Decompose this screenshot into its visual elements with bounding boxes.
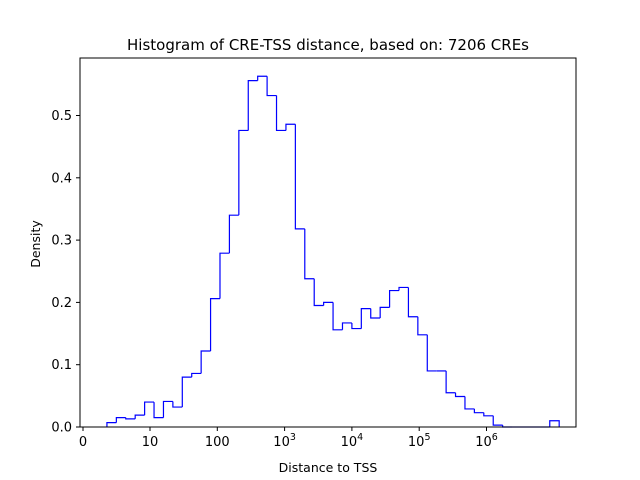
plot-frame bbox=[79, 57, 577, 428]
histogram-bin bbox=[304, 228, 315, 280]
histogram-bin bbox=[285, 123, 296, 131]
histogram-bin bbox=[370, 308, 381, 319]
histogram-bin bbox=[144, 401, 155, 416]
y-tick-label: 0.2 bbox=[51, 296, 72, 311]
histogram-bin bbox=[257, 75, 268, 81]
histogram-bin bbox=[341, 322, 352, 330]
histogram-bin bbox=[247, 80, 258, 131]
marks-layer bbox=[106, 75, 560, 428]
histogram-bin bbox=[153, 402, 164, 419]
histogram-bin bbox=[115, 417, 126, 423]
y-tick-label: 0.1 bbox=[51, 358, 72, 373]
y-axis-label: Density bbox=[28, 220, 43, 268]
x-tick-label: 0 bbox=[79, 435, 87, 450]
histogram-bin bbox=[238, 129, 249, 216]
histogram-bin bbox=[191, 372, 202, 378]
chart-title: Histogram of CRE-TSS distance, based on:… bbox=[127, 36, 529, 54]
histogram-bin bbox=[134, 414, 145, 419]
histogram-bin bbox=[162, 400, 173, 418]
histogram-bin bbox=[473, 408, 484, 414]
histogram-bin bbox=[209, 298, 220, 351]
histogram-bin bbox=[492, 415, 503, 426]
histogram-bin bbox=[266, 76, 277, 97]
histogram-bin bbox=[313, 278, 324, 307]
histogram-bin bbox=[445, 370, 456, 394]
histogram-bin bbox=[464, 396, 475, 410]
x-tick-label: 105 bbox=[408, 432, 431, 450]
x-tick-label: 106 bbox=[475, 432, 498, 450]
histogram-bin bbox=[332, 302, 343, 331]
histogram-bin bbox=[379, 306, 390, 318]
histogram-bin bbox=[125, 417, 136, 420]
histogram-bin bbox=[388, 289, 400, 308]
histogram-bin bbox=[181, 376, 192, 408]
histogram-bin bbox=[398, 286, 409, 291]
x-axis-label: Distance to TSS bbox=[279, 460, 378, 475]
x-tick-label: 103 bbox=[273, 432, 296, 450]
histogram-bin bbox=[275, 95, 286, 132]
y-tick-label: 0.5 bbox=[51, 109, 72, 124]
histogram-bin bbox=[407, 287, 418, 318]
y-tick-label: 0.4 bbox=[51, 171, 72, 186]
histogram-bin bbox=[549, 420, 560, 427]
histogram-bin bbox=[172, 401, 183, 408]
histogram-bin bbox=[417, 316, 428, 336]
histogram-bin bbox=[426, 334, 437, 372]
histogram-bin bbox=[219, 252, 230, 299]
histogram-bin bbox=[323, 301, 334, 306]
histogram-bin bbox=[294, 124, 305, 230]
axes-layer: 0.0 0.1 0.2 0.3 0.4 0.5 0 10 100 103 104 105 106 bbox=[51, 57, 577, 450]
histogram-bin bbox=[483, 412, 494, 417]
histogram-bin bbox=[200, 350, 211, 374]
y-tick-label: 0.3 bbox=[51, 234, 72, 249]
histogram-bin bbox=[228, 214, 239, 254]
x-tick-label: 10 bbox=[142, 435, 159, 450]
x-tick-label: 100 bbox=[205, 435, 230, 450]
histogram-bin bbox=[360, 308, 371, 329]
x-tick-label: 104 bbox=[341, 432, 364, 450]
histogram-bin bbox=[351, 322, 362, 330]
histogram-bin bbox=[454, 392, 465, 398]
histogram-bin bbox=[106, 422, 117, 427]
y-tick-label: 0.0 bbox=[51, 421, 72, 436]
